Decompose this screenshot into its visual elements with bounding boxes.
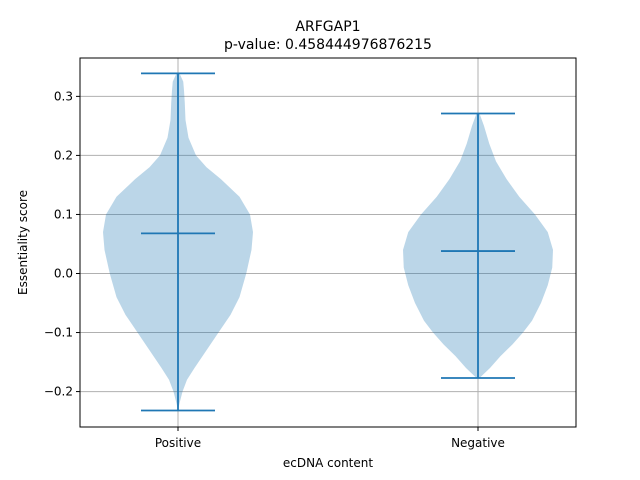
y-tick-label: 0.2: [54, 148, 73, 162]
y-tick-label: 0.0: [54, 266, 73, 280]
y-tick-label: 0.3: [54, 89, 73, 103]
y-tick-label: 0.1: [54, 207, 73, 221]
violin-stat-lines: [141, 72, 515, 412]
y-axis-label: Essentiality score: [16, 190, 30, 295]
x-axis-label: ecDNA content: [283, 456, 373, 470]
plot-area: [79, 57, 577, 428]
y-tick-label: −0.1: [44, 326, 73, 340]
plot-frame: [79, 57, 577, 428]
x-tick-label: Positive: [155, 436, 201, 450]
chart-title: ARFGAP1: [295, 19, 360, 35]
y-axis: −0.2 −0.1 0.0 0.1 0.2 0.3: [44, 89, 80, 399]
chart-subtitle: p-value: 0.458444976876215: [224, 37, 432, 53]
x-tick-label: Negative: [451, 436, 505, 450]
y-tick-label: −0.2: [44, 385, 73, 399]
x-axis: Positive Negative: [155, 427, 505, 450]
